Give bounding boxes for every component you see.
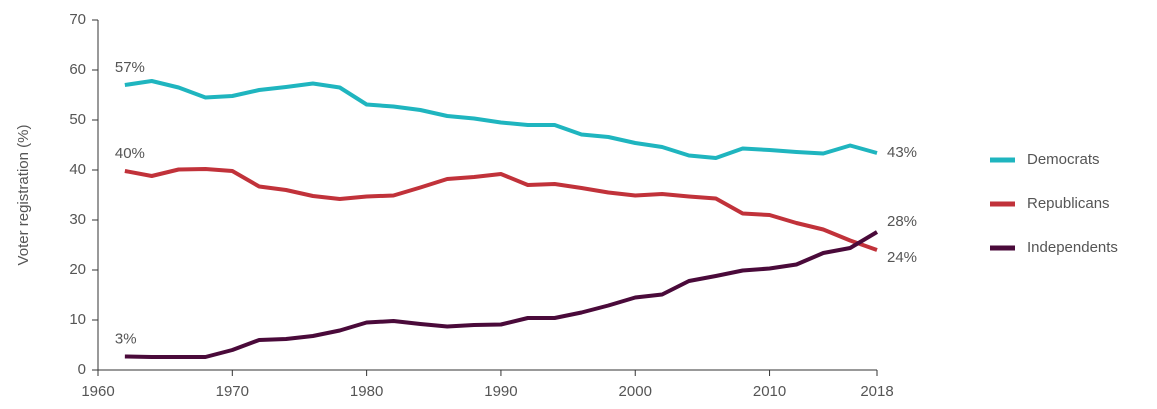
value-label: 24% — [887, 249, 917, 266]
x-tick-label: 2018 — [860, 383, 893, 400]
x-tick-label: 2000 — [619, 383, 652, 400]
x-tick-label: 1970 — [216, 383, 249, 400]
y-tick-label: 40 — [69, 161, 86, 178]
legend-label: Independents — [1027, 239, 1118, 256]
x-tick-label: 1990 — [484, 383, 517, 400]
series-line — [124, 230, 879, 359]
value-label: 3% — [115, 330, 137, 347]
y-tick-label: 0 — [78, 361, 86, 378]
series-line — [124, 79, 878, 160]
value-label: 28% — [887, 213, 917, 230]
value-label: 57% — [115, 59, 145, 76]
y-axis-title: Voter registration (%) — [15, 125, 32, 266]
y-tick-label: 20 — [69, 261, 86, 278]
y-tick-label: 10 — [69, 311, 86, 328]
series-line — [124, 167, 878, 252]
y-tick-label: 50 — [69, 111, 86, 128]
y-tick-label: 70 — [69, 11, 86, 28]
legend-label: Republicans — [1027, 195, 1110, 212]
legend-label: Democrats — [1027, 151, 1100, 168]
x-tick-label: 2010 — [753, 383, 786, 400]
x-tick-label: 1980 — [350, 383, 383, 400]
y-tick-label: 60 — [69, 61, 86, 78]
x-tick-label: 1960 — [81, 383, 114, 400]
value-label: 40% — [115, 145, 145, 162]
y-tick-label: 30 — [69, 211, 86, 228]
value-label: 43% — [887, 144, 917, 161]
